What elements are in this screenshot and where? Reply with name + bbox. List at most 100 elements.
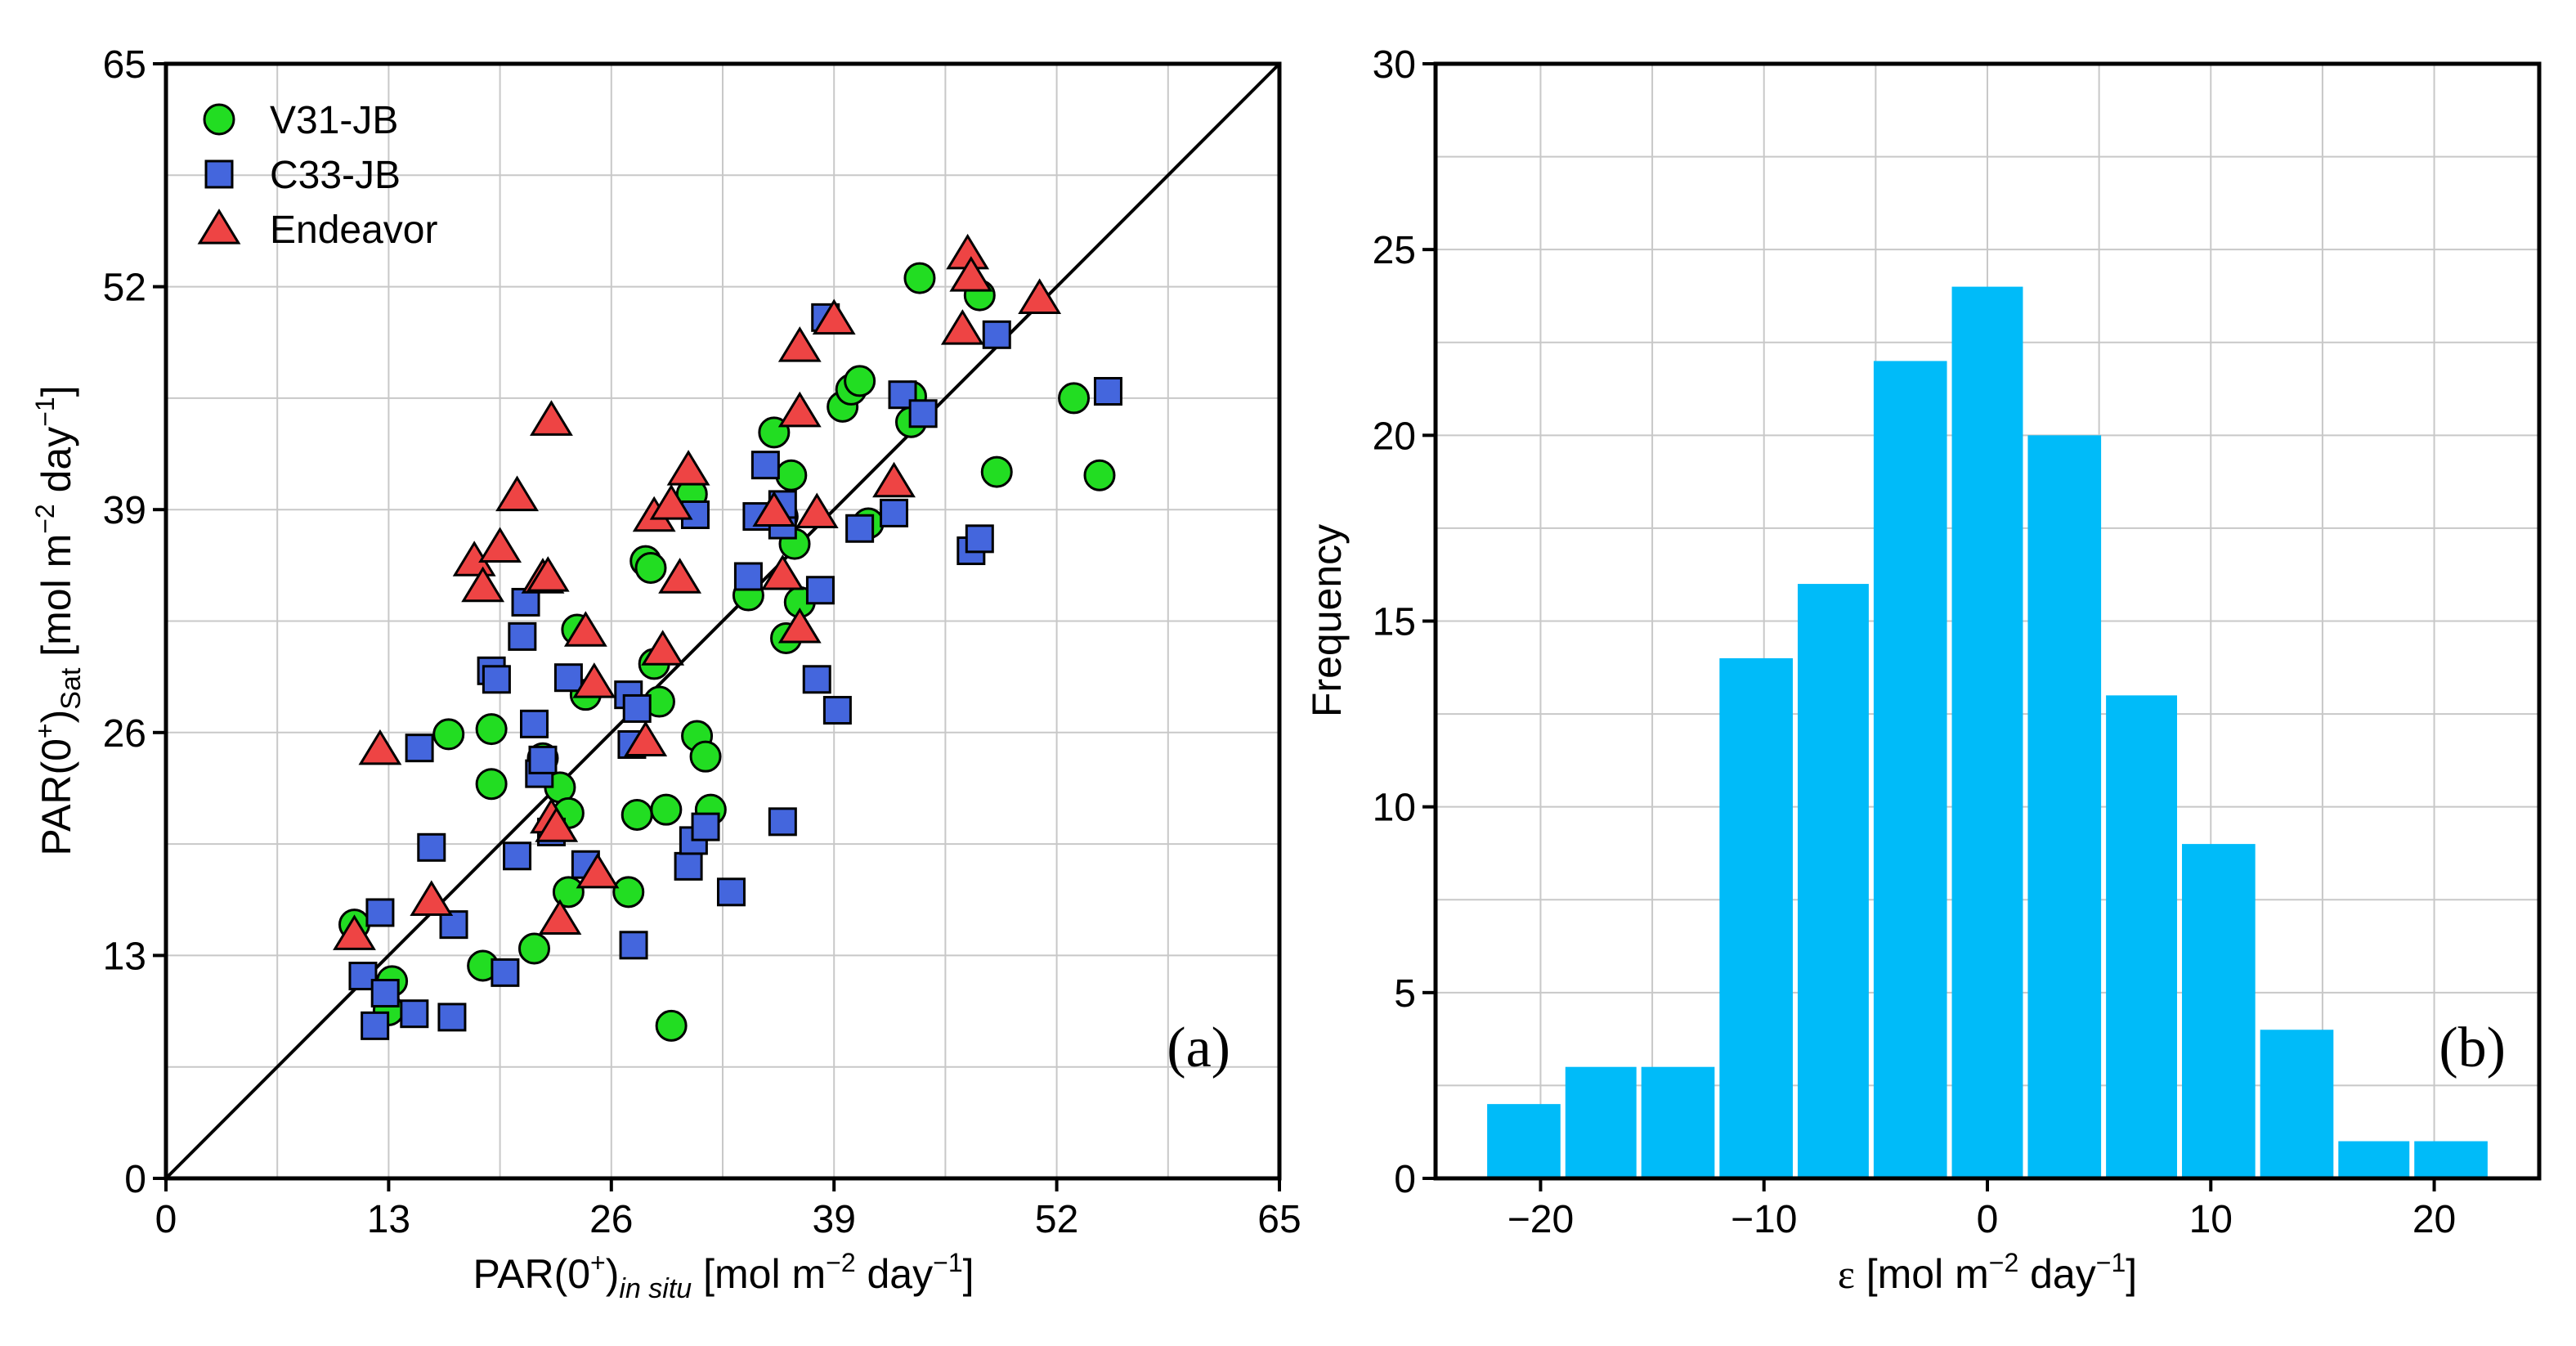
histogram-bar <box>1565 1066 1637 1178</box>
square-point <box>520 709 549 738</box>
circle-point <box>612 876 645 909</box>
square-point <box>491 958 520 987</box>
histogram-frame <box>1433 61 2542 1181</box>
histogram-bar <box>2182 844 2256 1178</box>
triangle-point <box>777 326 822 362</box>
triangle-point <box>752 491 796 527</box>
square-point <box>845 514 875 543</box>
hist-y-axis-label: Frequency <box>1304 524 1350 717</box>
triangle-point <box>538 899 582 935</box>
y-tick-label: 30 <box>1373 43 1416 87</box>
triangle-point <box>949 256 993 292</box>
square-point <box>716 877 746 907</box>
hist-x-axis-label: ε [mol m−2 day−1] <box>1838 1248 2137 1297</box>
circle-point <box>689 740 722 773</box>
y-tick-label: 0 <box>1394 1158 1416 1201</box>
triangle-point <box>666 450 710 486</box>
legend-triangle-marker <box>197 209 241 245</box>
circle-point <box>432 718 465 751</box>
legend: V31-JB C33-JB Endeavor <box>197 99 437 252</box>
square-point <box>417 832 446 862</box>
panel-label-b: (b) <box>2439 1016 2506 1079</box>
triangle-point <box>624 720 668 756</box>
circle-point <box>518 932 551 965</box>
scatter-frame <box>164 61 1282 1181</box>
square-point <box>405 734 434 763</box>
circle-point <box>620 798 653 831</box>
y-tick-label: 13 <box>103 935 146 978</box>
circle-point <box>903 262 936 294</box>
triangle-point <box>526 556 570 592</box>
square-point <box>400 999 429 1029</box>
square-point <box>437 1003 467 1032</box>
series-endeavor <box>333 233 1062 950</box>
square-point <box>768 807 797 837</box>
histogram-bar <box>2027 435 2102 1178</box>
circle-point <box>844 365 876 397</box>
triangle-point <box>760 554 804 590</box>
square-point <box>802 665 831 694</box>
triangle-point <box>563 611 607 647</box>
square-point <box>365 898 395 927</box>
square-point <box>528 745 558 774</box>
square-point <box>370 979 400 1008</box>
x-tick-label: 39 <box>813 1198 856 1241</box>
square-point <box>908 399 938 428</box>
histogram-bar <box>2106 695 2178 1178</box>
y-tick-label: 20 <box>1373 415 1416 458</box>
histogram-bar <box>2414 1141 2488 1178</box>
square-point <box>553 663 583 693</box>
histogram-bar <box>1797 584 1869 1178</box>
triangle-point <box>812 298 856 335</box>
histogram-bar <box>1641 1066 1715 1178</box>
x-tick-label: 0 <box>1977 1198 1999 1241</box>
triangle-point <box>658 558 702 594</box>
circle-point <box>634 551 667 584</box>
triangle-point <box>358 729 402 765</box>
histogram-bar <box>1951 286 2023 1179</box>
histogram-panel: −20 −10 0 10 20 0 5 10 15 20 25 30 (b) ε [mol m−2 d… <box>1304 43 2542 1297</box>
circle-point <box>475 713 508 746</box>
triangle-point <box>478 527 522 563</box>
circle-point <box>980 455 1013 488</box>
square-point <box>439 910 468 940</box>
y-tick-label: 65 <box>103 43 146 87</box>
square-point <box>733 562 763 591</box>
square-point <box>805 576 835 605</box>
y-tick-label: 0 <box>124 1158 146 1201</box>
square-point <box>482 665 511 694</box>
y-tick-label: 52 <box>103 267 146 310</box>
y-tick-label: 26 <box>103 712 146 756</box>
triangle-point <box>535 806 579 842</box>
triangle-point <box>1018 278 1062 314</box>
histogram-bar <box>2260 1030 2334 1178</box>
square-point <box>982 320 1011 349</box>
triangle-point <box>777 391 822 428</box>
triangle-point <box>777 607 822 644</box>
legend-label: Endeavor <box>270 209 437 252</box>
triangle-point <box>795 492 839 529</box>
triangle-point <box>576 852 620 889</box>
x-tick-label: 26 <box>589 1198 633 1241</box>
circle-point <box>1058 382 1091 415</box>
square-point <box>822 696 852 725</box>
one-to-one-line <box>164 62 1281 1180</box>
legend-circle-marker <box>203 103 235 136</box>
scatter-ticks: 0 13 26 39 52 65 0 13 26 39 52 65 <box>103 43 1301 1241</box>
y-tick-label: 25 <box>1373 229 1416 272</box>
circle-point <box>475 768 508 801</box>
square-point <box>880 498 909 527</box>
square-point <box>508 621 537 651</box>
legend-label: V31-JB <box>270 99 398 142</box>
triangle-point <box>872 461 916 498</box>
square-point <box>361 1011 390 1040</box>
square-point <box>750 451 780 480</box>
panel-label-a: (a) <box>1167 1016 1230 1079</box>
triangle-point <box>410 880 454 916</box>
x-tick-label: 10 <box>2189 1198 2233 1241</box>
histogram-bars <box>1487 286 2488 1179</box>
triangle-point <box>495 475 539 512</box>
x-tick-label: 20 <box>2412 1198 2456 1241</box>
series-v31-jb <box>338 262 1116 1042</box>
x-tick-label: 13 <box>367 1198 410 1241</box>
